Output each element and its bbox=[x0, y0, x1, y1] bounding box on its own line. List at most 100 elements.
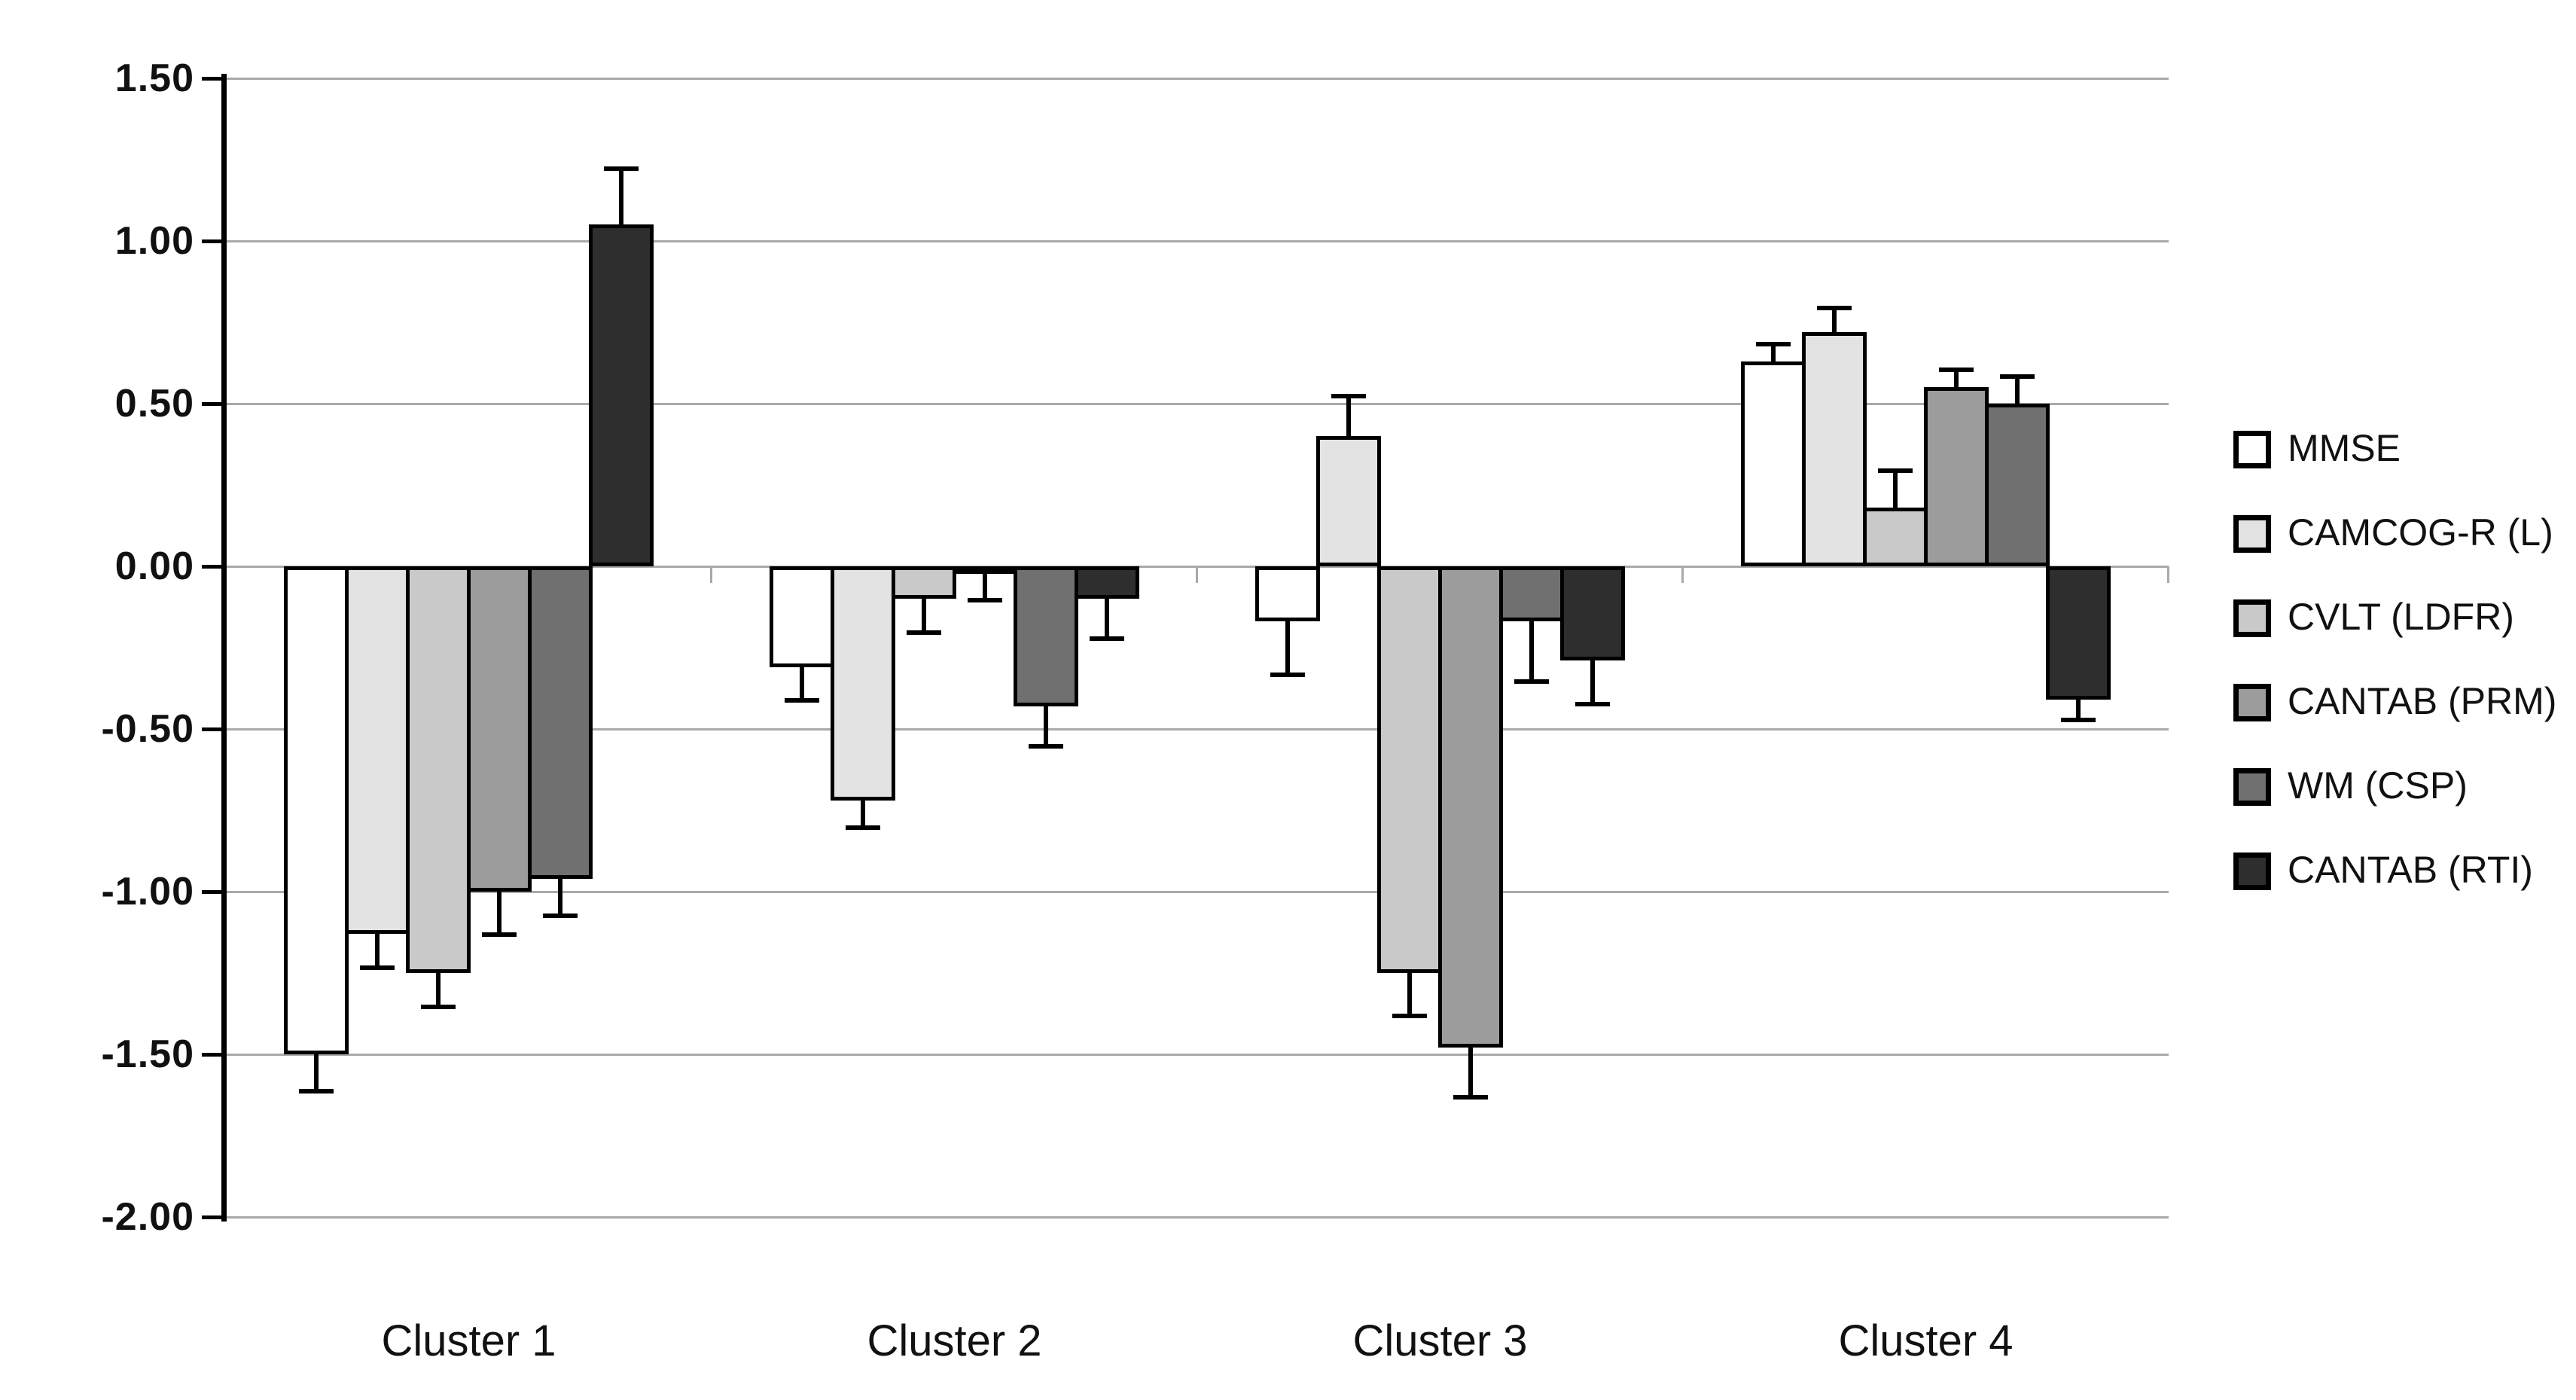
y-axis-tick bbox=[202, 565, 224, 569]
error-bar-cap bbox=[1817, 306, 1852, 311]
error-bar bbox=[1044, 706, 1048, 749]
error-bar-cap bbox=[1575, 701, 1610, 706]
legend-swatch-mmse bbox=[2233, 431, 2271, 468]
legend-label: MMSE bbox=[2288, 427, 2401, 469]
error-bar bbox=[619, 166, 623, 225]
error-bar bbox=[1832, 306, 1837, 332]
bar-cantab-prm- bbox=[1924, 387, 1989, 566]
legend-item: WM (CSP) bbox=[2233, 764, 2565, 809]
gridline bbox=[226, 728, 2169, 731]
bar-camcog-r-l- bbox=[345, 566, 410, 935]
legend-swatch-wm-csp- bbox=[2233, 768, 2271, 806]
legend-item: CAMCOG-R (L) bbox=[2233, 511, 2565, 556]
error-bar-cap bbox=[968, 597, 1002, 602]
error-bar-cap bbox=[846, 825, 880, 830]
error-bar bbox=[1771, 341, 1776, 361]
legend-item: CANTAB (PRM) bbox=[2233, 679, 2565, 724]
error-bar bbox=[922, 599, 926, 635]
category-boundary-tick bbox=[710, 566, 712, 583]
error-bar bbox=[1529, 621, 1534, 684]
error-bar bbox=[1590, 660, 1595, 706]
bar-mmse bbox=[284, 566, 349, 1054]
legend-swatch-cantab-rti- bbox=[2233, 853, 2271, 890]
legend-label: CANTAB (RTI) bbox=[2288, 849, 2533, 891]
error-bar bbox=[983, 572, 987, 602]
bar-camcog-r-l- bbox=[1802, 331, 1867, 566]
error-bar-cap bbox=[360, 965, 395, 970]
error-bar-cap bbox=[299, 1088, 334, 1093]
error-bar-cap bbox=[1270, 672, 1305, 677]
legend-label: CVLT (LDFR) bbox=[2288, 596, 2514, 638]
legend-item: CVLT (LDFR) bbox=[2233, 595, 2565, 640]
gridline bbox=[226, 1054, 2169, 1056]
legend-swatch-cvlt-ldfr- bbox=[2233, 599, 2271, 637]
bar-mmse bbox=[1741, 361, 1806, 566]
error-bar-cap bbox=[2061, 718, 2096, 723]
bar-camcog-r-l- bbox=[831, 566, 895, 801]
error-bar bbox=[1954, 368, 1959, 388]
category-boundary-tick bbox=[2167, 566, 2169, 583]
legend-swatch-cantab-prm- bbox=[2233, 684, 2271, 721]
error-bar-cap bbox=[1392, 1014, 1427, 1019]
bar-wm-csp- bbox=[1985, 404, 2050, 566]
gridline bbox=[226, 1216, 2169, 1219]
bar-wm-csp- bbox=[1499, 566, 1564, 622]
error-bar bbox=[497, 892, 501, 938]
error-bar bbox=[375, 934, 380, 970]
bar-cantab-rti- bbox=[1075, 566, 1139, 599]
legend-label: CAMCOG-R (L) bbox=[2288, 511, 2553, 554]
gridline bbox=[226, 403, 2169, 405]
bar-cvlt-ldfr- bbox=[1377, 566, 1442, 973]
error-bar-cap bbox=[907, 630, 941, 635]
bar-cantab-prm- bbox=[1438, 566, 1503, 1048]
y-axis-line bbox=[221, 74, 227, 1222]
bar-mmse bbox=[1255, 566, 1320, 622]
legend-swatch-camcog-r-l- bbox=[2233, 515, 2271, 553]
gridline bbox=[226, 240, 2169, 242]
error-bar-cap bbox=[482, 932, 517, 938]
y-axis-tick bbox=[202, 402, 224, 406]
bar-wm-csp- bbox=[1014, 566, 1078, 706]
legend-item: CANTAB (RTI) bbox=[2233, 848, 2565, 893]
error-bar-cap bbox=[1090, 636, 1124, 642]
x-axis-label: Cluster 2 bbox=[867, 1316, 1042, 1365]
bar-camcog-r-l- bbox=[1316, 436, 1381, 566]
bar-cvlt-ldfr- bbox=[406, 566, 471, 973]
legend-label: WM (CSP) bbox=[2288, 764, 2468, 807]
error-bar bbox=[314, 1054, 319, 1093]
x-axis-label: Cluster 1 bbox=[381, 1316, 556, 1365]
error-bar-cap bbox=[785, 698, 819, 703]
error-bar bbox=[1893, 468, 1898, 508]
bar-mmse bbox=[770, 566, 834, 667]
error-bar-cap bbox=[543, 913, 578, 918]
error-bar bbox=[436, 973, 441, 1009]
y-axis-tick bbox=[202, 239, 224, 243]
y-tick-label: -2.00 bbox=[101, 1195, 194, 1239]
y-tick-label: 1.50 bbox=[114, 56, 194, 100]
error-bar bbox=[2076, 700, 2081, 723]
y-axis-tick bbox=[202, 1053, 224, 1057]
x-axis-label: Cluster 3 bbox=[1352, 1316, 1528, 1365]
y-tick-label: 0.50 bbox=[114, 382, 194, 425]
category-boundary-tick bbox=[1681, 566, 1684, 583]
error-bar bbox=[861, 801, 865, 830]
bar-cantab-rti- bbox=[1560, 566, 1625, 661]
error-bar-cap bbox=[1939, 368, 1974, 373]
gridline bbox=[226, 78, 2169, 80]
error-bar-cap bbox=[1029, 743, 1063, 749]
bar-cantab-rti- bbox=[2046, 566, 2111, 700]
error-bar bbox=[1468, 1048, 1473, 1100]
error-bar bbox=[1346, 394, 1351, 437]
error-bar-cap bbox=[1514, 679, 1549, 684]
bar-cantab-prm- bbox=[467, 566, 532, 892]
error-bar-cap bbox=[421, 1004, 456, 1009]
legend-item: MMSE bbox=[2233, 426, 2565, 471]
error-bar-cap bbox=[1453, 1095, 1488, 1100]
y-tick-label: 1.00 bbox=[114, 219, 194, 263]
gridline bbox=[226, 891, 2169, 893]
y-axis-tick bbox=[202, 727, 224, 731]
legend-label: CANTAB (PRM) bbox=[2288, 680, 2557, 722]
error-bar-cap bbox=[604, 166, 639, 171]
y-axis-tick bbox=[202, 1215, 224, 1219]
